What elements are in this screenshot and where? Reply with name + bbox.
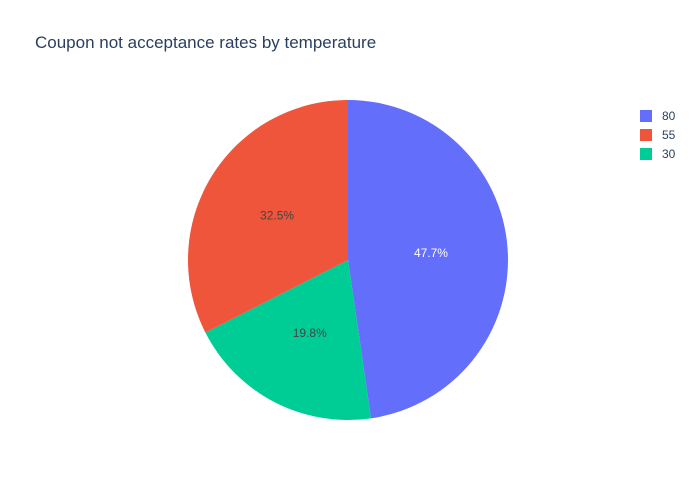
legend-item-55[interactable]: 55 bbox=[640, 125, 675, 144]
pie-slice-label-80: 47.7% bbox=[414, 246, 448, 260]
legend-swatch-80 bbox=[640, 109, 652, 122]
legend-label-55: 55 bbox=[662, 127, 676, 142]
pie-slice-label-55: 32.5% bbox=[260, 209, 294, 223]
legend-swatch-30 bbox=[640, 147, 652, 160]
legend-item-30[interactable]: 30 bbox=[640, 144, 675, 163]
legend-item-80[interactable]: 80 bbox=[640, 106, 675, 125]
legend: 80 55 30 bbox=[640, 106, 675, 163]
legend-swatch-55 bbox=[640, 128, 652, 141]
pie-slices bbox=[187, 100, 508, 420]
pie-slice-labels: 47.7% 19.8% 32.5% bbox=[260, 209, 448, 340]
legend-label-80: 80 bbox=[662, 108, 676, 123]
pie-slice-30[interactable] bbox=[205, 260, 372, 420]
pie-slice-label-30: 19.8% bbox=[293, 326, 327, 340]
pie-slice-80[interactable] bbox=[348, 100, 508, 419]
chart-title: Coupon not acceptance rates by temperatu… bbox=[35, 33, 377, 52]
pie-slice-55[interactable] bbox=[187, 100, 348, 333]
legend-label-30: 30 bbox=[662, 146, 676, 161]
